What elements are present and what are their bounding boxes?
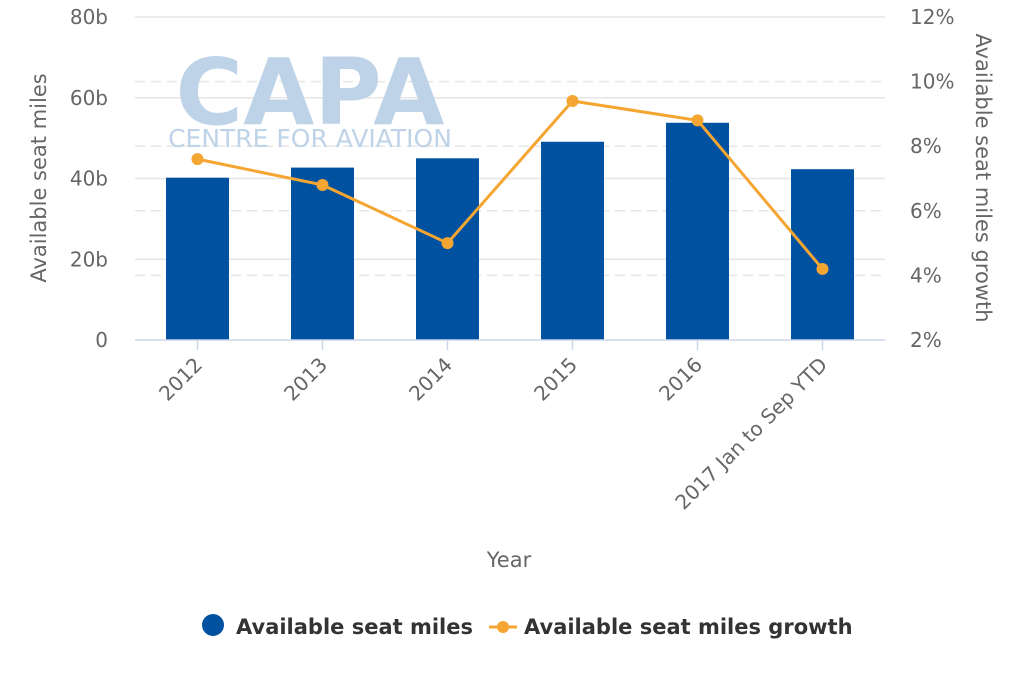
x-tick-label: 2016 (654, 353, 707, 406)
watermark-subtitle: CENTRE FOR AVIATION (168, 124, 452, 153)
y-tick-label: 40b (70, 167, 108, 191)
growth-line (197, 99, 824, 270)
y-axis-title: Available seat miles (27, 73, 51, 282)
bar[interactable] (791, 169, 854, 340)
line-series (191, 94, 829, 275)
y2-tick-label: 4% (910, 263, 942, 287)
y-tick-label: 0 (95, 328, 108, 352)
y2-tick-label: 12% (910, 5, 954, 29)
y-tick-label: 60b (70, 86, 108, 110)
legend-item-growth[interactable]: Available seat miles growth (489, 615, 853, 639)
watermark-brand: CAPA (176, 39, 445, 146)
bar[interactable] (416, 158, 479, 340)
bar-series (166, 122, 854, 340)
growth-point[interactable] (566, 94, 579, 107)
growth-point[interactable] (816, 262, 829, 275)
y2-tick-label: 2% (910, 328, 942, 352)
left-axis-ticks: 0 20b 40b 60b 80b (70, 5, 108, 352)
y2-tick-label: 6% (910, 199, 942, 223)
y2-axis-title: Available seat miles growth (971, 33, 995, 322)
grid-lines (135, 16, 885, 277)
bar[interactable] (541, 141, 604, 340)
capa-watermark: CAPA CENTRE FOR AVIATION (168, 39, 452, 153)
y-tick-label: 20b (70, 247, 108, 271)
growth-point[interactable] (191, 153, 204, 166)
bar[interactable] (166, 177, 229, 340)
bar[interactable] (291, 167, 354, 340)
x-tick-label: 2013 (279, 353, 332, 406)
y2-tick-label: 10% (910, 70, 954, 94)
right-axis-ticks: 2% 4% 6% 8% 10% 12% (910, 5, 954, 352)
legend-item-asm[interactable]: Available seat miles (202, 614, 473, 639)
growth-point[interactable] (316, 178, 329, 191)
x-tick-label: 2014 (404, 353, 457, 406)
legend: Available seat miles Available seat mile… (202, 614, 853, 639)
legend-marker-asm (202, 614, 224, 636)
legend-marker-growth (497, 621, 509, 633)
axes (135, 339, 885, 350)
legend-label-growth: Available seat miles growth (524, 615, 853, 639)
y2-tick-label: 8% (910, 134, 942, 158)
x-axis-title: Year (486, 548, 532, 572)
x-tick-label: 2015 (529, 353, 582, 406)
legend-label-asm: Available seat miles (236, 615, 473, 639)
growth-point[interactable] (441, 237, 454, 250)
y-tick-label: 80b (70, 5, 108, 29)
bar[interactable] (666, 122, 729, 340)
x-tick-label: 2012 (154, 353, 207, 406)
growth-point[interactable] (691, 114, 704, 127)
